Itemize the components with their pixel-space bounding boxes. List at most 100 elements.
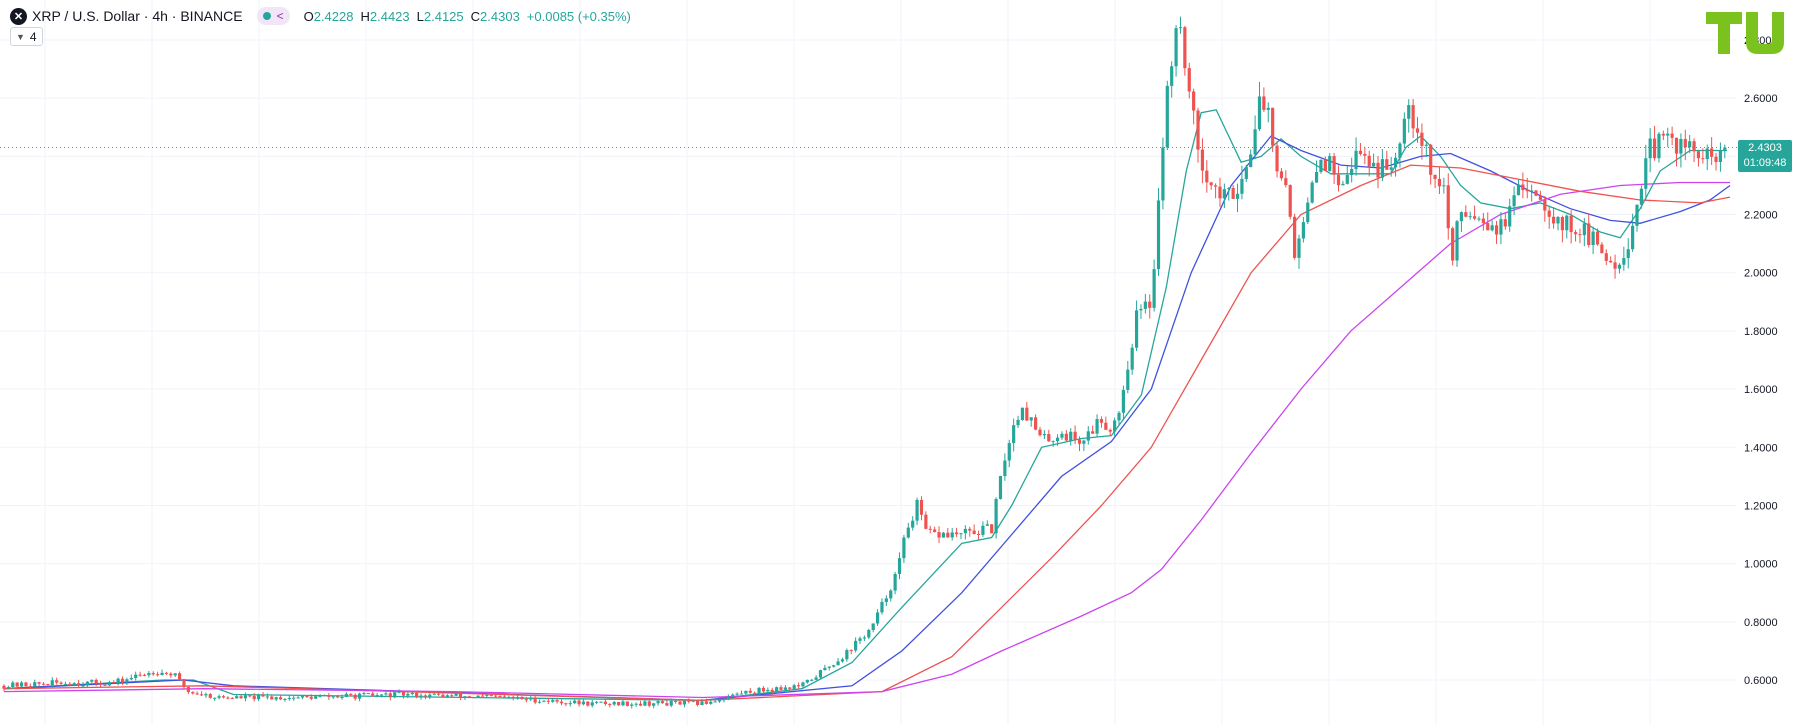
candle-down	[779, 687, 783, 690]
candle-down	[230, 698, 234, 700]
symbol-title[interactable]: XRP / U.S. Dollar · 4h · BINANCE	[32, 8, 243, 24]
candle-down	[458, 693, 463, 698]
candle-down	[1288, 185, 1292, 217]
candle-up	[1424, 144, 1428, 146]
indicators-collapse-button[interactable]: ▼ 4	[10, 27, 43, 46]
candle-down	[55, 680, 59, 683]
candle-down	[1099, 419, 1104, 423]
tu-logo-icon	[1706, 12, 1784, 54]
candle-up	[397, 691, 401, 693]
candle-down	[1420, 132, 1424, 146]
candle-down	[309, 696, 313, 699]
candle-up	[485, 694, 489, 696]
change-value: +0.0085 (+0.35%)	[526, 8, 631, 24]
candle-down	[796, 685, 801, 687]
candle-down	[1205, 170, 1209, 183]
candle-up	[516, 697, 520, 699]
candle-down	[2, 685, 6, 689]
candle-up	[902, 537, 906, 559]
candle-down	[788, 687, 792, 689]
candle-up	[1582, 223, 1586, 236]
candle-down	[195, 693, 199, 695]
candle-up	[1345, 175, 1349, 184]
candle-up	[314, 696, 318, 699]
candle-up	[612, 702, 616, 705]
price-axis[interactable]: 2.80002.60002.40002.20002.00001.80001.60…	[1744, 35, 1778, 687]
candle-down	[555, 700, 559, 702]
candle-down	[142, 674, 147, 676]
candle-up	[1012, 425, 1016, 444]
candle-down	[1213, 185, 1218, 187]
candle-down	[1560, 217, 1564, 231]
candle-up	[1477, 218, 1481, 220]
candle-down	[480, 695, 485, 697]
moving-average-line-4	[3, 181, 1730, 699]
candle-up	[116, 678, 120, 683]
candle-up	[63, 683, 68, 685]
moving-average-line-2	[3, 135, 1731, 702]
candle-up	[1648, 138, 1652, 159]
candle-down	[1284, 178, 1288, 186]
candle-down	[1073, 431, 1077, 440]
candle-up	[1459, 212, 1464, 222]
candle-up	[739, 693, 744, 695]
candle-down	[467, 696, 471, 698]
candle-down	[472, 697, 476, 699]
candle-up	[1591, 231, 1595, 246]
indicator-status-pill[interactable]: <	[256, 7, 290, 25]
candle-down	[1192, 91, 1196, 111]
candle-down	[164, 672, 169, 674]
candle-down	[919, 499, 924, 515]
candle-up	[731, 694, 735, 697]
candle-down	[1104, 422, 1108, 430]
status-dot-icon	[262, 12, 271, 20]
candle-up	[72, 683, 76, 686]
candle-up	[384, 693, 388, 695]
candle-down	[41, 683, 46, 685]
candle-up	[998, 476, 1003, 499]
share-icon[interactable]: <	[276, 9, 284, 23]
candle-down	[28, 686, 32, 688]
candle-up	[1499, 219, 1503, 235]
candle-up	[713, 701, 717, 703]
candle-up	[1468, 216, 1472, 218]
candle-down	[1674, 137, 1679, 154]
candle-down	[972, 530, 976, 535]
candle-up	[599, 701, 603, 703]
candle-up	[1490, 225, 1494, 231]
candle-up	[1130, 347, 1134, 370]
last-price-tag: 2.4303 01:09:48	[1738, 140, 1792, 172]
candle-down	[46, 683, 50, 686]
candle-down	[1573, 232, 1578, 235]
candle-down	[1595, 231, 1600, 245]
candle-down	[1692, 141, 1696, 152]
candle-down	[1077, 439, 1082, 444]
candle-up	[1029, 417, 1033, 421]
candle-down	[1332, 156, 1336, 175]
candle-down	[371, 693, 375, 696]
candle-up	[1354, 150, 1358, 169]
candle-up	[1516, 184, 1521, 196]
candle-down	[1034, 417, 1038, 430]
candle-up	[1227, 188, 1231, 190]
candle-up	[994, 498, 998, 534]
candle-up	[362, 693, 366, 695]
candle-up	[1350, 168, 1354, 176]
candle-down	[68, 683, 72, 686]
candle-up	[1380, 159, 1384, 178]
candle-down	[1503, 219, 1507, 227]
candle-down	[678, 701, 682, 705]
candle-up	[880, 601, 884, 613]
candle-down	[1569, 215, 1573, 233]
candle-up	[897, 558, 902, 575]
moving-averages	[3, 109, 1731, 702]
price-axis-tick: 1.8000	[1744, 326, 1778, 338]
candle-down	[494, 695, 498, 697]
candle-down	[849, 650, 853, 652]
candle-down	[1543, 199, 1547, 211]
candle-down	[928, 528, 932, 530]
candle-up	[19, 682, 24, 687]
candle-down	[59, 682, 63, 684]
candle-up	[884, 598, 888, 602]
